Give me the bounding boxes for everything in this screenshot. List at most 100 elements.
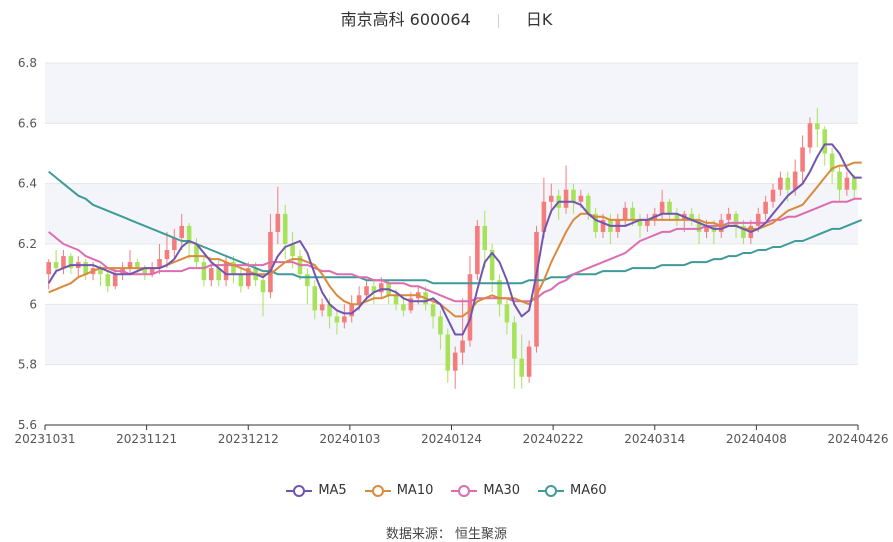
y-tick-label: 6.4 [18, 177, 37, 191]
candle-body [807, 123, 813, 148]
candle-body [475, 225, 480, 275]
candle-body [186, 225, 192, 244]
candle-body [526, 346, 532, 377]
candle-body [327, 304, 332, 317]
candle-body [83, 262, 88, 275]
candle-body [334, 316, 340, 323]
legend-ma30-icon [451, 484, 478, 497]
candle-body [349, 304, 355, 317]
x-tick-label: 20240408 [726, 432, 787, 446]
candle-body [445, 334, 451, 371]
x-tick-label: 20240426 [827, 432, 888, 446]
candle-body [135, 262, 140, 269]
legend-ma5[interactable]: MA5 [286, 483, 347, 498]
candle-body [844, 177, 850, 190]
candle-body [800, 147, 805, 172]
legend-ma10-icon [364, 484, 391, 497]
chart-title: 南京高科 600064 日K [0, 6, 893, 30]
candle-body [755, 213, 761, 226]
candle-body [600, 219, 606, 232]
candle-body [378, 283, 384, 293]
x-tick-label: 20231031 [14, 432, 75, 446]
candle-body [393, 295, 399, 305]
y-tick-label: 6.6 [18, 116, 37, 130]
candle-body [194, 244, 199, 263]
legend-ma5-label: MA5 [318, 483, 347, 498]
x-tick-label: 20240314 [624, 432, 685, 446]
candle-body [305, 274, 310, 287]
candle-body [238, 274, 244, 287]
candle-body [733, 213, 739, 226]
x-tick-label: 20240103 [319, 432, 380, 446]
candle-body [763, 201, 768, 214]
candle-body [622, 207, 628, 220]
grid-band [45, 63, 858, 124]
y-tick-label: 6.8 [18, 56, 37, 70]
candle-body [401, 304, 406, 311]
y-tick-label: 5.6 [18, 418, 37, 432]
candle-body [231, 262, 236, 275]
candle-body [704, 225, 709, 232]
legend-ma10[interactable]: MA10 [364, 483, 434, 498]
candle-body [209, 268, 214, 281]
candle-body [275, 213, 281, 232]
candle-body [312, 286, 318, 311]
candle-body [837, 171, 842, 190]
data-source: 数据来源： 恒生聚源 [385, 527, 508, 542]
candle-body [504, 304, 510, 323]
candle-body [364, 286, 369, 296]
candle-body [593, 213, 598, 232]
candle-body [149, 268, 155, 275]
period-label[interactable]: 日K [525, 10, 553, 29]
candle-body [430, 304, 436, 317]
candle-body [637, 219, 643, 226]
candle-body [815, 123, 820, 130]
candle-body [356, 295, 362, 305]
candle-body [585, 195, 591, 214]
candle-body [829, 153, 835, 172]
candle-body [778, 177, 783, 190]
candle-body [61, 256, 66, 269]
candle-body [489, 250, 495, 281]
candle-body [482, 225, 488, 251]
y-tick-label: 6 [29, 297, 37, 311]
y-tick-label: 6.2 [18, 237, 37, 251]
candle-body [290, 244, 295, 257]
candle-body [460, 340, 465, 353]
candle-body [157, 259, 162, 269]
candle-body [68, 256, 74, 269]
candle-body [282, 213, 288, 244]
candle-body [46, 262, 51, 275]
candle-body [467, 274, 473, 341]
legend-ma60-label: MA60 [570, 483, 607, 498]
candle-body [53, 262, 59, 269]
candle-body [578, 195, 584, 202]
candle-body [674, 213, 680, 220]
candle-body [512, 322, 517, 359]
x-tick-label: 20231121 [116, 432, 177, 446]
candle-body [452, 352, 458, 371]
candle-body [741, 225, 746, 238]
legend-ma60[interactable]: MA60 [538, 483, 607, 498]
candle-body [438, 316, 443, 335]
y-tick-label: 5.8 [18, 358, 37, 372]
candle-body [179, 225, 185, 238]
candle-body [408, 298, 414, 311]
ma60-line [48, 170, 863, 285]
candle-body [172, 237, 177, 251]
candle-body [216, 268, 221, 281]
candle-body [659, 201, 665, 214]
candle-body [534, 231, 539, 347]
candle-body [645, 219, 650, 226]
legend-ma10-label: MA10 [396, 483, 434, 498]
ma5-line [47, 143, 862, 336]
candle-body [371, 286, 377, 293]
candle-body [785, 177, 791, 190]
x-tick-label: 20231212 [218, 432, 279, 446]
candle-body [112, 274, 118, 287]
candle-body [696, 219, 702, 232]
legend-ma30[interactable]: MA30 [451, 483, 520, 498]
candle-body [792, 171, 798, 190]
candle-body [689, 213, 694, 220]
candle-body [201, 262, 207, 281]
